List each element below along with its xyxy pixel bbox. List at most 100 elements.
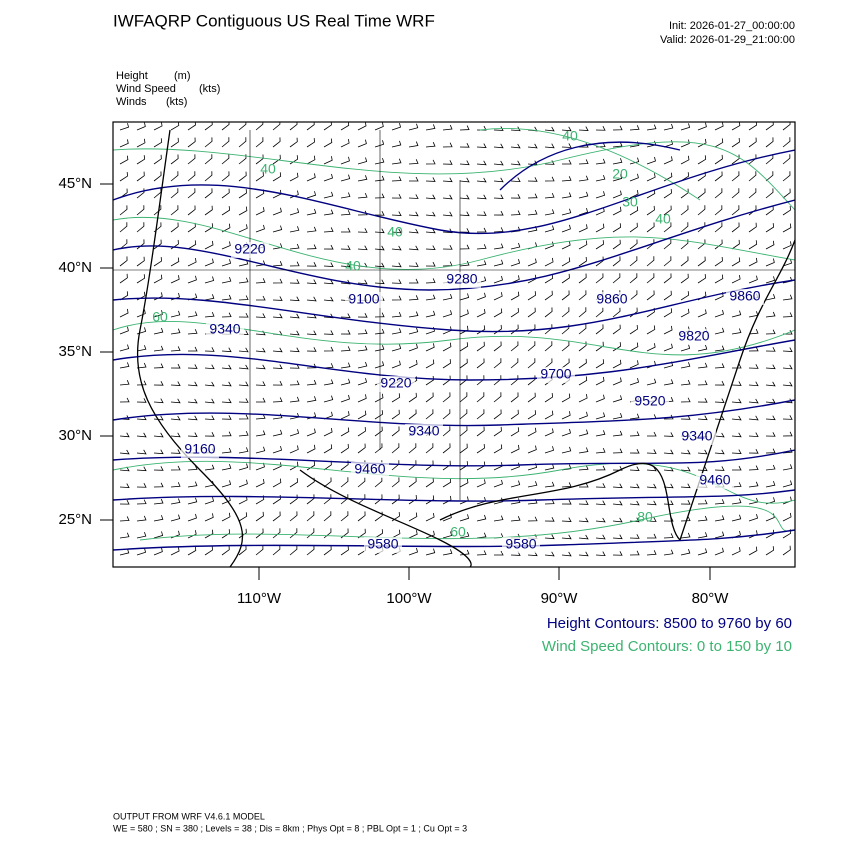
- wind-barb: [119, 291, 129, 301]
- wind-barb: [391, 228, 402, 234]
- wind-barb: [578, 175, 589, 182]
- wind-barb: [238, 122, 247, 131]
- wind-barb: [544, 341, 553, 352]
- wind-barb: [646, 124, 657, 131]
- wind-barb: [646, 290, 655, 301]
- wind-barb: [629, 534, 640, 539]
- wind-barb: [425, 211, 436, 217]
- wind-barb: [289, 461, 299, 471]
- wind-barb: [493, 292, 503, 301]
- wind-barb: [136, 499, 147, 505]
- wind-barb: [731, 328, 742, 335]
- wind-barb: [442, 177, 453, 183]
- wind-barb: [272, 511, 281, 522]
- wind-barb: [289, 296, 300, 302]
- wind-barb: [561, 464, 572, 471]
- wind-barb: [493, 194, 504, 199]
- wind-barb: [748, 222, 757, 233]
- wind-barb: [476, 532, 487, 539]
- wind-barb: [629, 222, 638, 233]
- wind-barb: [595, 174, 606, 182]
- wind-barb: [136, 466, 147, 472]
- wind-barb: [357, 192, 368, 199]
- wind-barb: [306, 511, 315, 522]
- wind-barb: [442, 392, 451, 403]
- wind-barb: [153, 482, 164, 488]
- wind-barb: [510, 242, 521, 250]
- wind-barb: [255, 528, 264, 539]
- wind-barb: [119, 273, 128, 284]
- wind-barb: [289, 347, 300, 353]
- lat-label: 35°N: [58, 343, 92, 360]
- wind-barb: [442, 460, 451, 471]
- wind-barb: [663, 379, 674, 386]
- wind-barb: [306, 379, 317, 386]
- wind-barb: [697, 532, 708, 539]
- speed-label: 40: [345, 258, 361, 274]
- wind-barb: [204, 347, 215, 352]
- wind-barb: [272, 172, 282, 182]
- wind-barb: [629, 483, 640, 489]
- wind-barb: [714, 449, 725, 455]
- wind-barb: [629, 342, 639, 352]
- wind-barb: [731, 514, 742, 522]
- wind-barb: [238, 479, 248, 488]
- wind-barb: [357, 378, 368, 386]
- wind-barb: [510, 341, 519, 352]
- wind-barb: [765, 415, 776, 421]
- wind-barb: [442, 142, 453, 148]
- wind-barb: [204, 171, 213, 182]
- wind-barb: [153, 274, 163, 284]
- wind-barb: [578, 207, 588, 216]
- wind-barb: [170, 514, 181, 522]
- wind-barb: [238, 259, 249, 267]
- wind-barb: [714, 499, 725, 505]
- height-label: 9280: [446, 271, 477, 287]
- wind-barb: [697, 309, 707, 318]
- height-label: 9220: [380, 375, 411, 391]
- wind-barb: [255, 511, 264, 522]
- wind-barb: [187, 364, 198, 369]
- wind-barb: [629, 324, 638, 335]
- label-box: [502, 537, 540, 553]
- wind-barb: [697, 344, 708, 352]
- wind-barb: [646, 343, 656, 352]
- wind-barb: [646, 256, 655, 267]
- wind-barb: [323, 511, 332, 522]
- wind-barb: [204, 546, 213, 556]
- wind-barb: [357, 511, 366, 522]
- wind-barb: [136, 398, 147, 403]
- wind-barb: [748, 432, 759, 438]
- wind-barb: [476, 160, 487, 166]
- wind-barb: [289, 243, 300, 250]
- height-label: 9460: [699, 472, 730, 488]
- label-box: [443, 272, 481, 288]
- wind-barb: [136, 548, 147, 556]
- wind-barb: [544, 446, 555, 454]
- wind-barb: [425, 359, 435, 369]
- wind-barb: [663, 308, 673, 318]
- wind-barb: [714, 274, 724, 284]
- wind-barb: [391, 529, 401, 539]
- wind-barb: [323, 156, 333, 165]
- wind-barb: [289, 380, 300, 386]
- wind-barb: [680, 273, 689, 284]
- wind-barb: [714, 239, 723, 250]
- wind-barb: [442, 124, 453, 131]
- wind-barb: [680, 291, 690, 301]
- wind-barb: [136, 138, 146, 148]
- wind-barb: [272, 545, 281, 556]
- wind-barb: [289, 478, 298, 488]
- wind-barb: [272, 364, 283, 370]
- wind-barb: [289, 528, 298, 539]
- wind-barb: [153, 345, 164, 352]
- label-box: [206, 322, 244, 338]
- wind-barb: [697, 449, 708, 455]
- wind-barb: [663, 414, 674, 420]
- wind-barb: [357, 394, 367, 403]
- wind-barb: [578, 240, 588, 250]
- wind-barb: [238, 277, 249, 284]
- field-name: Winds: [116, 96, 147, 108]
- wind-barb: [476, 443, 485, 454]
- wind-barb: [408, 194, 419, 199]
